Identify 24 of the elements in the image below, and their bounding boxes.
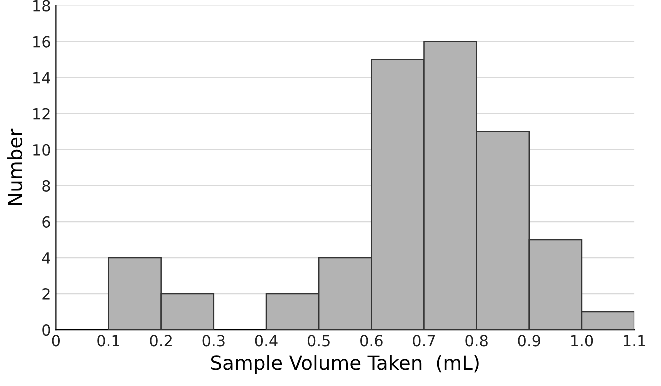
y-tick-label: 12 xyxy=(34,108,50,120)
x-tick-label: 1.0 xyxy=(572,335,594,347)
x-tick-label: 0.3 xyxy=(202,335,225,347)
x-tick-label: 0.4 xyxy=(255,335,278,347)
y-tick-label: 18 xyxy=(34,0,50,12)
x-tick-label: 0.1 xyxy=(98,335,120,347)
y-tick-label: 0 xyxy=(42,324,50,336)
y-tick-label: 6 xyxy=(42,216,50,228)
x-tick-label: 0.8 xyxy=(466,335,488,347)
x-tick-label: 0.7 xyxy=(413,335,436,347)
x-tick-label: 0.6 xyxy=(360,335,383,347)
y-tick-label: 4 xyxy=(42,252,50,264)
y-tick-label: 14 xyxy=(34,72,50,84)
y-tick-label: 16 xyxy=(34,36,50,48)
x-tick-label: 0 xyxy=(52,335,60,347)
y-tick-label: 10 xyxy=(34,144,50,156)
x-tick-label: 0.5 xyxy=(308,335,330,347)
x-tick-label: 0.9 xyxy=(518,335,540,347)
x-axis-title: Sample Volume Taken (mL) xyxy=(211,355,479,374)
y-tick-label: 2 xyxy=(42,288,50,300)
y-tick-label: 8 xyxy=(42,180,50,192)
y-axis-title: Number xyxy=(8,128,23,206)
x-tick-label: 1.1 xyxy=(624,335,646,346)
x-tick-label: 0.2 xyxy=(150,335,172,347)
